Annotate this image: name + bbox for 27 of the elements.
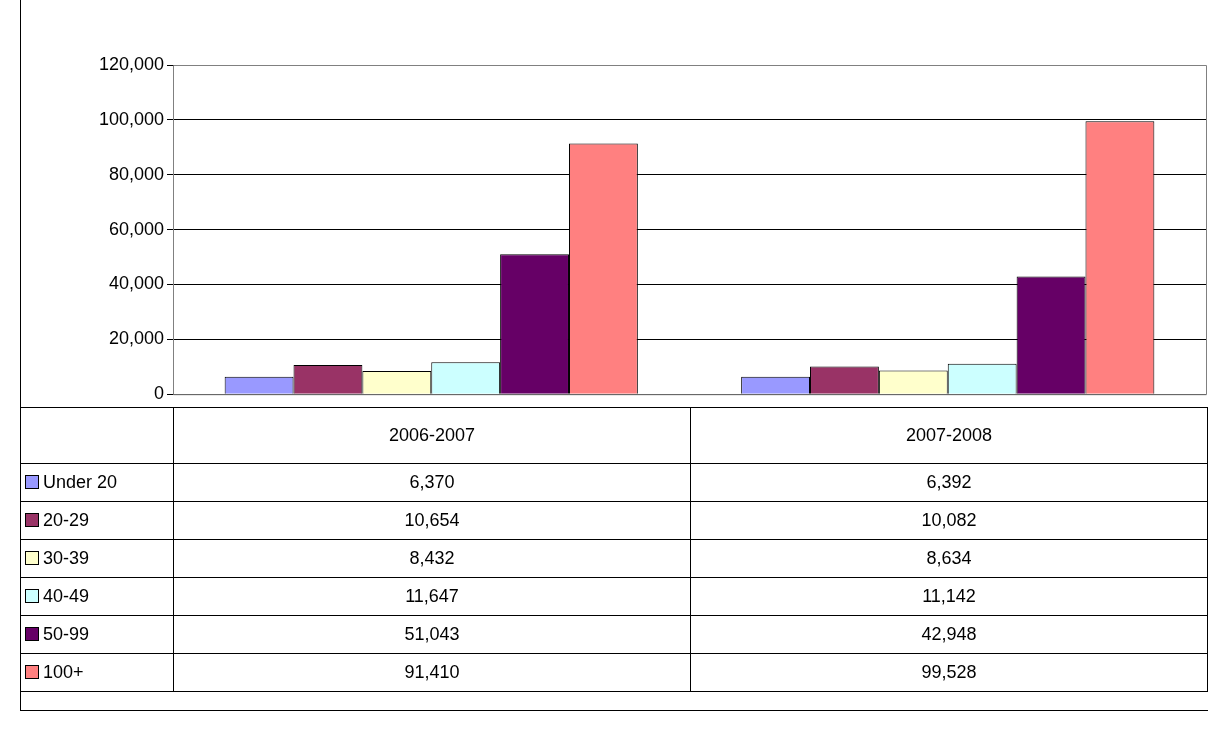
x-tick-label: 2007-2008: [690, 407, 1208, 464]
data-label: 6,392: [690, 463, 1208, 502]
legend-label: 20-29: [20, 501, 174, 540]
legend-label: 100+: [20, 653, 174, 692]
data-label: 42,948: [690, 615, 1208, 654]
data-label: 11,647: [173, 577, 691, 616]
data-label: 8,634: [690, 539, 1208, 578]
data-label: 11,142: [690, 577, 1208, 616]
data-label: 99,528: [690, 653, 1208, 692]
x-tick-label: 2006-2007: [173, 407, 691, 464]
legend-label: 30-39: [20, 539, 174, 578]
data-label: 91,410: [173, 653, 691, 692]
legend-label: 40-49: [20, 577, 174, 616]
y-tick-label: 20,000: [108, 328, 164, 349]
legend-label: 50-99: [20, 615, 174, 654]
y-tick-label: 0: [153, 383, 164, 404]
y-tick-label: 40,000: [108, 273, 164, 294]
data-label: 10,082: [690, 501, 1208, 540]
data-label: 51,043: [173, 615, 691, 654]
y-tick-label: 100,000: [98, 108, 164, 129]
y-tick-label: 80,000: [108, 163, 164, 184]
y-tick-label: 60,000: [108, 218, 164, 239]
data-label: 6,370: [173, 463, 691, 502]
legend-label: Under 20: [20, 463, 174, 502]
y-tick-label: 120,000: [98, 53, 164, 74]
data-label: 8,432: [173, 539, 691, 578]
data-label: 10,654: [173, 501, 691, 540]
